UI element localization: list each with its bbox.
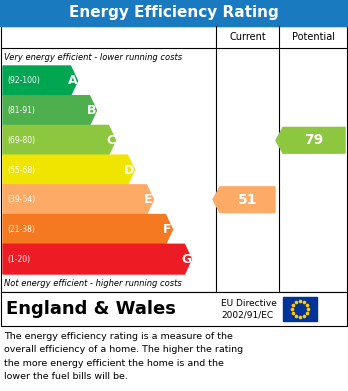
Polygon shape bbox=[213, 187, 275, 213]
Bar bbox=[283, 297, 317, 321]
Text: (92-100): (92-100) bbox=[7, 76, 40, 85]
Text: EU Directive
2002/91/EC: EU Directive 2002/91/EC bbox=[221, 299, 277, 319]
Text: Energy Efficiency Rating: Energy Efficiency Rating bbox=[69, 5, 279, 20]
Polygon shape bbox=[3, 126, 116, 155]
Text: 79: 79 bbox=[304, 133, 324, 147]
Text: (21-38): (21-38) bbox=[7, 225, 35, 234]
Text: B: B bbox=[87, 104, 96, 117]
Polygon shape bbox=[3, 185, 153, 215]
Polygon shape bbox=[3, 96, 96, 126]
Text: 51: 51 bbox=[238, 193, 257, 207]
Text: (55-68): (55-68) bbox=[7, 165, 35, 174]
Bar bbox=[1, 26, 347, 292]
Bar bbox=[0, 0, 348, 26]
Text: Potential: Potential bbox=[292, 32, 335, 42]
Polygon shape bbox=[276, 127, 345, 153]
Text: (81-91): (81-91) bbox=[7, 106, 35, 115]
Polygon shape bbox=[3, 244, 191, 274]
Polygon shape bbox=[3, 66, 78, 96]
Text: F: F bbox=[163, 223, 172, 236]
Text: Not energy efficient - higher running costs: Not energy efficient - higher running co… bbox=[4, 278, 182, 287]
Bar bbox=[1, 292, 347, 326]
Text: (1-20): (1-20) bbox=[7, 255, 30, 264]
Polygon shape bbox=[3, 215, 173, 244]
Text: A: A bbox=[68, 74, 77, 87]
Text: England & Wales: England & Wales bbox=[6, 300, 176, 318]
Text: Very energy efficient - lower running costs: Very energy efficient - lower running co… bbox=[4, 52, 182, 61]
Text: E: E bbox=[144, 193, 153, 206]
Text: C: C bbox=[106, 134, 115, 147]
Text: G: G bbox=[181, 253, 192, 265]
Text: The energy efficiency rating is a measure of the
overall efficiency of a home. T: The energy efficiency rating is a measur… bbox=[4, 332, 243, 381]
Text: Current: Current bbox=[229, 32, 266, 42]
Text: (69-80): (69-80) bbox=[7, 136, 35, 145]
Text: D: D bbox=[124, 163, 135, 176]
Text: (39-54): (39-54) bbox=[7, 195, 35, 204]
Polygon shape bbox=[3, 155, 134, 185]
